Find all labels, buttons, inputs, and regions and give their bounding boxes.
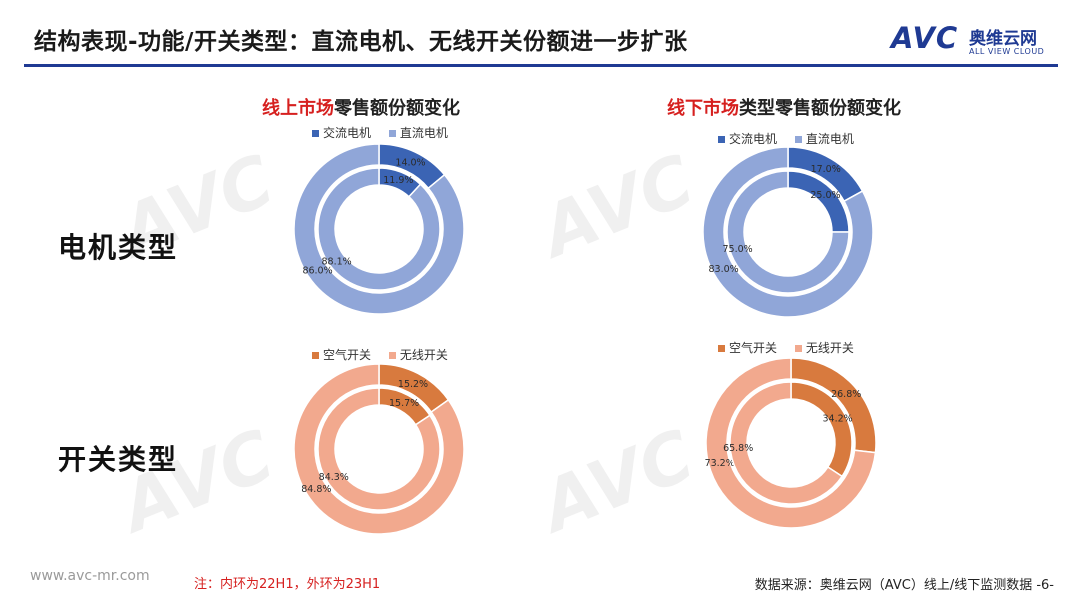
outer-ring-slice-1 [702, 146, 874, 318]
inner-ring-slice-1 [729, 381, 844, 505]
chart-title-highlight: 线上市场 [262, 98, 334, 119]
chart-title-offline: 线下市场类型零售额份额变化 [667, 94, 901, 120]
legend-swatch [388, 352, 396, 359]
header-divider [24, 64, 1058, 67]
legend-label: 无线开关 [805, 341, 854, 355]
inner-ring-slice-1 [726, 170, 850, 294]
legend-label: 交流电机 [323, 126, 372, 140]
legend-label: 直流电机 [805, 132, 854, 146]
row-label-motor: 电机类型 [58, 231, 179, 264]
legend-item: 空气开关 [312, 346, 371, 363]
page-title: 结构表现-功能/开关类型：直流电机、无线开关份额进一步扩张 [34, 29, 688, 55]
chart-title-online: 线上市场零售额份额变化 [262, 94, 460, 120]
inner-ring-label-0: 25.0% [810, 190, 840, 201]
legend-item: 无线开关 [794, 339, 854, 356]
legend-swatch [312, 130, 319, 137]
outer-ring-slice-1 [293, 363, 465, 535]
inner-ring-label-1: 88.1% [322, 256, 352, 267]
legend-swatch [312, 352, 319, 359]
watermark: AVC [530, 413, 705, 549]
chart-title-rest: 类型零售额份额变化 [739, 98, 901, 119]
legend-offline-motor: 交流电机 直流电机 [718, 130, 868, 147]
legend-swatch [794, 136, 802, 143]
legend-online-switch: 空气开关 无线开关 [312, 346, 462, 363]
inner-ring-label-0: 11.9% [383, 175, 413, 186]
legend-label: 无线开关 [399, 348, 448, 362]
legend-swatch [718, 345, 725, 352]
logo-mark: AVC [891, 21, 959, 55]
inner-ring-slice-1 [317, 387, 441, 511]
legend-label: 直流电机 [399, 126, 448, 140]
watermark: AVC [110, 413, 285, 549]
inner-ring-label-0: 15.7% [389, 398, 419, 409]
avc-logo: AVC 奥维云网 ALL VIEW CLOUD [891, 21, 1066, 61]
outer-ring-label-0: 14.0% [395, 158, 425, 169]
outer-ring-slice-1 [293, 143, 465, 315]
outer-ring-label-0: 26.8% [831, 389, 861, 400]
chart-title-rest: 零售额份额变化 [334, 98, 460, 119]
donut-chart-online-switch: 15.2% 84.8% 15.7% 84.3% [293, 363, 465, 535]
footer-source: 数据来源：奥维云网（AVC）线上/线下监测数据 -6- [754, 578, 1054, 593]
legend-offline-switch: 空气开关 无线开关 [718, 339, 868, 356]
inner-ring-label-1: 75.0% [723, 244, 753, 255]
legend-item: 直流电机 [794, 130, 854, 147]
inner-ring-label-0: 34.2% [823, 413, 853, 424]
legend-label: 空气开关 [323, 348, 372, 362]
chart-title-highlight: 线下市场 [667, 98, 739, 119]
logo-en: ALL VIEW CLOUD [969, 47, 1045, 56]
legend-item: 无线开关 [388, 346, 448, 363]
legend-item: 直流电机 [388, 124, 448, 141]
outer-ring-slice-1 [705, 357, 877, 529]
legend-item: 交流电机 [312, 124, 371, 141]
footer-url[interactable]: www.avc-mr.com [30, 568, 150, 584]
outer-ring-label-1: 84.8% [301, 484, 331, 495]
legend-swatch [794, 345, 802, 352]
legend-online-motor: 交流电机 直流电机 [312, 124, 462, 141]
inner-ring-label-1: 84.3% [319, 472, 349, 483]
donut-chart-online-motor: 14.0% 86.0% 11.9% 88.1% [293, 143, 465, 315]
logo-cn: 奥维云网 [969, 29, 1037, 49]
outer-ring-label-0: 17.0% [811, 164, 841, 175]
watermark: AVC [530, 138, 705, 274]
outer-ring-label-0: 15.2% [398, 379, 428, 390]
inner-ring-slice-1 [317, 167, 441, 291]
inner-ring-label-1: 65.8% [723, 443, 753, 454]
donut-chart-offline-switch: 26.8% 73.2% 34.2% 65.8% [705, 357, 877, 529]
donut-chart-offline-motor: 17.0% 83.0% 25.0% 75.0% [702, 146, 874, 318]
legend-label: 空气开关 [729, 341, 778, 355]
legend-item: 交流电机 [718, 130, 777, 147]
legend-swatch [718, 136, 725, 143]
outer-ring-label-1: 73.2% [705, 458, 735, 469]
legend-item: 空气开关 [718, 339, 777, 356]
footer-note: 注：内环为22H1，外环为23H1 [194, 577, 381, 592]
legend-swatch [388, 130, 396, 137]
outer-ring-label-1: 86.0% [302, 266, 332, 277]
row-label-switch: 开关类型 [58, 443, 179, 476]
legend-label: 交流电机 [729, 132, 778, 146]
outer-ring-label-1: 83.0% [709, 264, 739, 275]
